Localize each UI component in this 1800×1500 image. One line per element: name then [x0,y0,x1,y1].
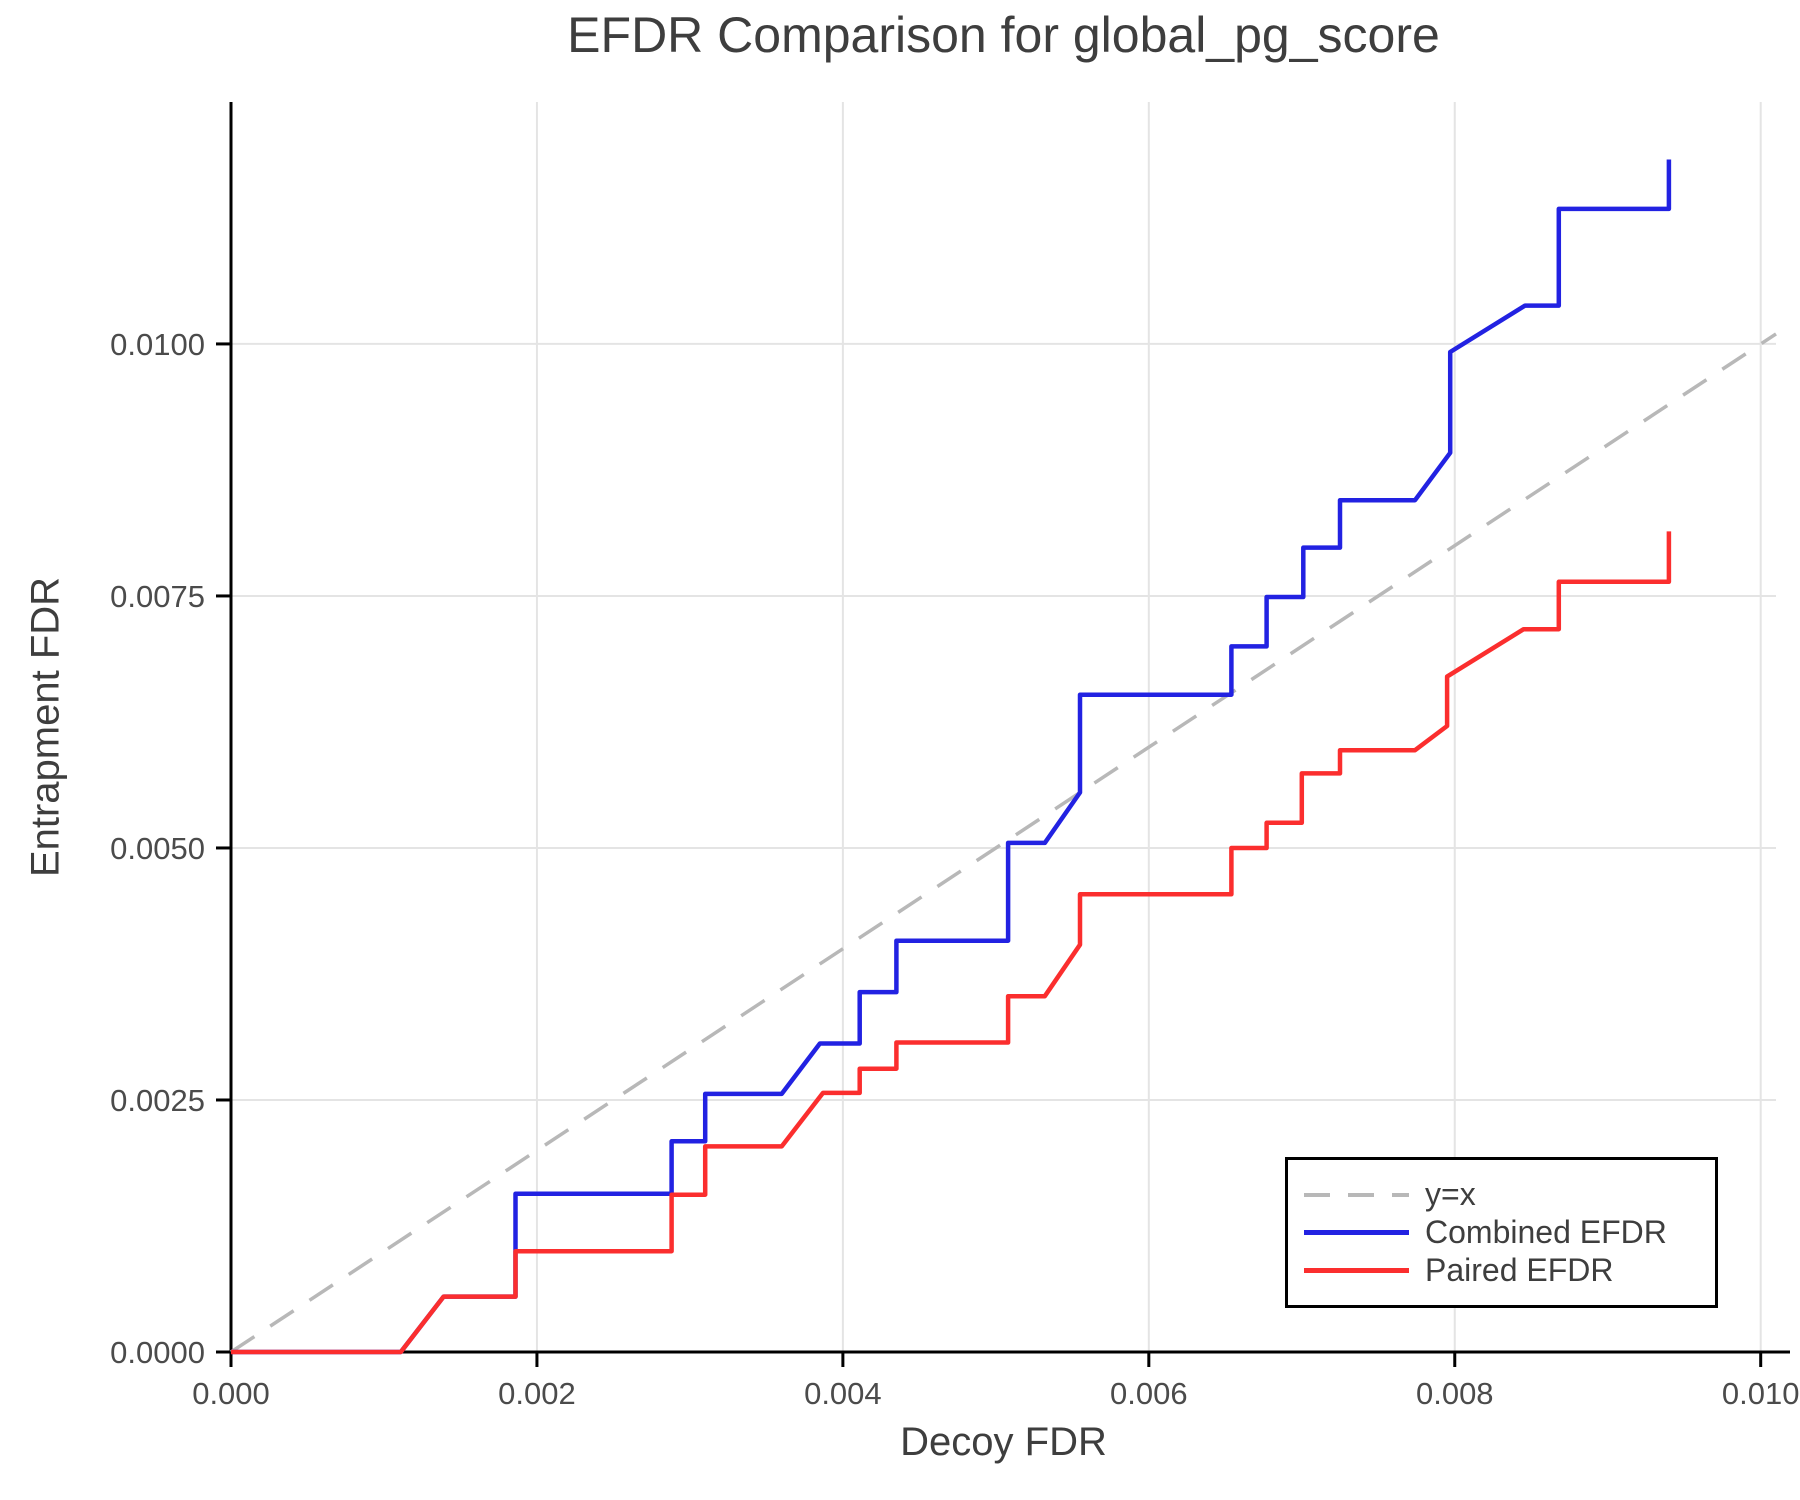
series-line-combined-efdr [231,159,1672,1355]
x-tick-label: 0.000 [192,1376,270,1411]
legend-item-yx: y=x [1304,1176,1715,1214]
x-tick-label: 0.008 [1416,1376,1494,1411]
x-tick-label: 0.002 [498,1376,576,1411]
x-tick-label: 0.004 [804,1376,882,1411]
legend-item-combined-efdr: Combined EFDR [1304,1214,1715,1252]
legend-box: y=x Combined EFDR Paired EFDR [1285,1157,1718,1308]
blue-line-swatch [1304,1230,1409,1235]
y-tick-label: 0.0025 [110,1083,205,1118]
red-line-swatch [1304,1268,1409,1273]
y-tick-label: 0.0000 [110,1335,205,1370]
chart-title: EFDR Comparison for global_pg_score [567,7,1440,63]
dashed-line-swatch [1304,1192,1409,1197]
series-line-paired-efdr [231,531,1672,1355]
y-tick-label: 0.0100 [110,327,205,362]
y-tick-label: 0.0050 [110,831,205,866]
legend-item-paired-efdr: Paired EFDR [1304,1252,1715,1290]
legend-label: Combined EFDR [1425,1214,1667,1250]
x-tick-label: 0.010 [1722,1376,1800,1411]
x-tick-label: 0.006 [1110,1376,1188,1411]
legend-label: y=x [1425,1176,1476,1212]
legend-label: Paired EFDR [1425,1252,1614,1288]
x-axis-label: Decoy FDR [900,1420,1107,1464]
series-line-y-x [230,332,1777,1354]
y-tick-label: 0.0075 [110,579,205,614]
y-axis-label: Entrapment FDR [23,576,68,878]
